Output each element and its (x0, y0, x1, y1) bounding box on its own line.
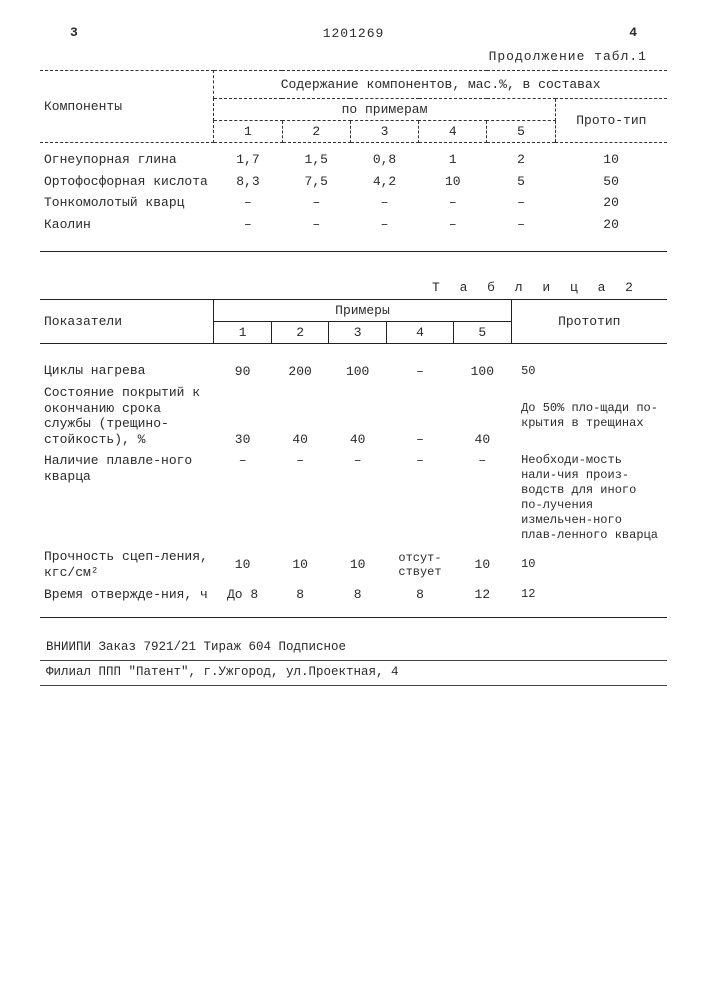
footer-line-1: ВНИИПИ Заказ 7921/21 Тираж 604 Подписное (40, 636, 667, 661)
table1-col-1: 1 (214, 121, 282, 143)
row-label: Прочность сцеп-ления, кгс/см² (40, 546, 214, 583)
table-row: Наличие плавле-ного кварца – – – – – Нео… (40, 450, 667, 546)
cell: 5 (487, 171, 555, 193)
cell: 10 (511, 546, 667, 583)
table1-col-2: 2 (282, 121, 350, 143)
table1-head-content: Содержание компонентов, мас.%, в состава… (214, 71, 667, 99)
cell: 10 (454, 546, 512, 583)
cell: 4,2 (350, 171, 418, 193)
cell: – (487, 214, 555, 236)
table2-col-1: 1 (214, 322, 272, 344)
cell: 40 (454, 382, 512, 450)
cell: До 50% пло-щади по-крытия в трещинах (511, 382, 667, 450)
cell: 10 (555, 149, 667, 171)
page-num-left: 3 (70, 25, 78, 40)
cell: 50 (511, 360, 667, 382)
table2-head-indicators: Показатели (40, 300, 214, 344)
table2: Показатели Примеры Прототип 1 2 3 4 5 Ци… (40, 299, 667, 618)
cell: 100 (329, 360, 387, 382)
cell: – (214, 450, 272, 546)
cell: – (487, 192, 555, 214)
cell: 8 (329, 584, 387, 606)
table1-col-4: 4 (419, 121, 487, 143)
cell: 1,5 (282, 149, 350, 171)
cell: 12 (511, 584, 667, 606)
cell: 7,5 (282, 171, 350, 193)
cell: 90 (214, 360, 272, 382)
cell: – (329, 450, 387, 546)
cell: – (271, 450, 329, 546)
table-row: Состояние покрытий к окончанию срока слу… (40, 382, 667, 450)
cell: – (350, 192, 418, 214)
table-row: Огнеупорная глина 1,7 1,5 0,8 1 2 10 (40, 149, 667, 171)
row-label: Циклы нагрева (40, 360, 214, 382)
table-row: Время отвержде-ния, ч До 8 8 8 8 12 12 (40, 584, 667, 606)
table2-col-5: 5 (454, 322, 512, 344)
table2-title: Т а б л и ц а 2 (40, 280, 639, 295)
table-row: Ортофосфорная кислота 8,3 7,5 4,2 10 5 5… (40, 171, 667, 193)
footer: ВНИИПИ Заказ 7921/21 Тираж 604 Подписное… (40, 636, 667, 686)
cell: 10 (329, 546, 387, 583)
table1-col-5: 5 (487, 121, 555, 143)
cell: Необходи-мость нали-чия произ-водств для… (511, 450, 667, 546)
cell: 30 (214, 382, 272, 450)
cell: – (419, 192, 487, 214)
table-row: Тонкомолотый кварц – – – – – 20 (40, 192, 667, 214)
cell: До 8 (214, 584, 272, 606)
cell: – (386, 360, 453, 382)
cell: 8,3 (214, 171, 282, 193)
table1-head-components: Компоненты (40, 71, 214, 143)
cell: отсут-ствует (386, 546, 453, 583)
table-row: Циклы нагрева 90 200 100 – 100 50 (40, 360, 667, 382)
cell: 20 (555, 214, 667, 236)
cell: 40 (329, 382, 387, 450)
cell: – (214, 192, 282, 214)
cell: – (282, 192, 350, 214)
table-row: Прочность сцеп-ления, кгс/см² 10 10 10 о… (40, 546, 667, 583)
table1-head-proto: Прото-тип (555, 99, 667, 143)
cell: – (454, 450, 512, 546)
table2-head-examples: Примеры (214, 300, 511, 322)
cell: – (350, 214, 418, 236)
cell: 40 (271, 382, 329, 450)
cell: 12 (454, 584, 512, 606)
cell: 50 (555, 171, 667, 193)
cell: 1,7 (214, 149, 282, 171)
cell: 2 (487, 149, 555, 171)
row-label: Ортофосфорная кислота (40, 171, 214, 193)
row-label: Каолин (40, 214, 214, 236)
footer-line-2: Филиал ППП "Патент", г.Ужгород, ул.Проек… (40, 661, 667, 686)
cell: – (419, 214, 487, 236)
table2-col-4: 4 (386, 322, 453, 344)
document-number: 1201269 (40, 26, 667, 41)
cell: 8 (271, 584, 329, 606)
table2-col-3: 3 (329, 322, 387, 344)
cell: – (282, 214, 350, 236)
row-label: Огнеупорная глина (40, 149, 214, 171)
cell: 10 (419, 171, 487, 193)
row-label: Тонкомолотый кварц (40, 192, 214, 214)
cell: 10 (214, 546, 272, 583)
row-label: Состояние покрытий к окончанию срока слу… (40, 382, 214, 450)
cell: – (214, 214, 282, 236)
cell: 1 (419, 149, 487, 171)
table1-col-3: 3 (350, 121, 418, 143)
page-num-right: 4 (629, 25, 637, 40)
cell: 200 (271, 360, 329, 382)
row-label: Время отвержде-ния, ч (40, 584, 214, 606)
table1-head-examples: по примерам (214, 99, 555, 121)
cell: 10 (271, 546, 329, 583)
table1: Компоненты Содержание компонентов, мас.%… (40, 70, 667, 252)
row-label: Наличие плавле-ного кварца (40, 450, 214, 546)
table1-continuation-label: Продолжение табл.1 (40, 49, 647, 64)
cell: 100 (454, 360, 512, 382)
cell: 8 (386, 584, 453, 606)
cell: – (386, 450, 453, 546)
table-row: Каолин – – – – – 20 (40, 214, 667, 236)
cell: – (386, 382, 453, 450)
table2-head-proto: Прототип (511, 300, 667, 344)
cell: 0,8 (350, 149, 418, 171)
table2-col-2: 2 (271, 322, 329, 344)
cell: 20 (555, 192, 667, 214)
